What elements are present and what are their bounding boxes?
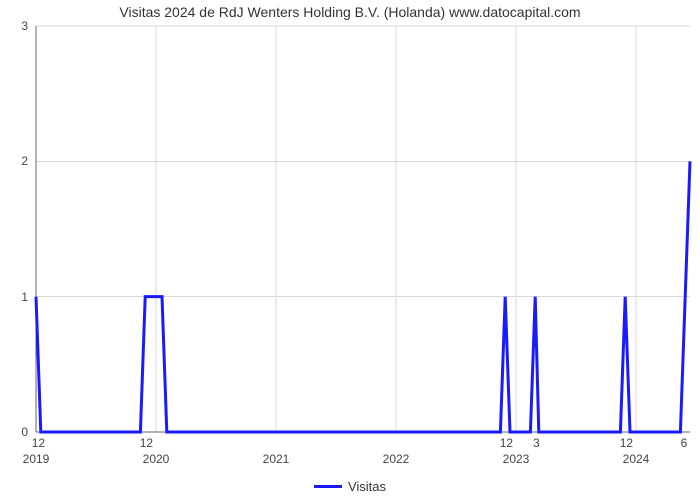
plot-svg [36,26,690,432]
chart-container: Visitas 2024 de RdJ Wenters Holding B.V.… [0,0,700,500]
x-tick-major-label: 2024 [623,432,650,466]
chart-title: Visitas 2024 de RdJ Wenters Holding B.V.… [0,4,700,20]
x-tick-major-label: 2019 [23,432,50,466]
legend-swatch [314,485,342,488]
legend-label: Visitas [348,479,386,494]
x-tick-minor-label: 6 [681,432,688,450]
y-tick-label: 2 [21,154,36,168]
x-tick-major-label: 2023 [503,432,530,466]
x-tick-major-label: 2021 [263,432,290,466]
x-tick-minor-label: 3 [533,432,540,450]
legend: Visitas [0,478,700,494]
x-tick-major-label: 2020 [143,432,170,466]
y-tick-label: 3 [21,19,36,33]
plot-area: 01231212123126201920202021202220232024 [36,26,690,432]
y-tick-label: 1 [21,290,36,304]
x-tick-major-label: 2022 [383,432,410,466]
